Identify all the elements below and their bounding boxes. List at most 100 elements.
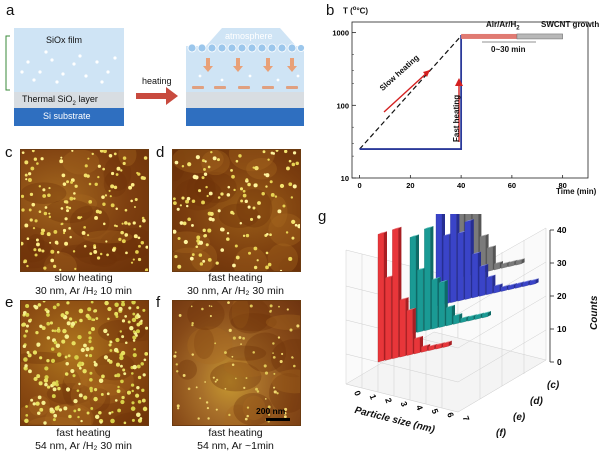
afm-particle xyxy=(252,351,255,354)
afm-particle xyxy=(74,267,77,270)
afm-particle xyxy=(95,209,100,214)
afm-particle xyxy=(263,173,266,176)
afm-particle xyxy=(246,414,249,418)
g-bar-top xyxy=(385,274,395,278)
afm-particle xyxy=(118,237,122,241)
g-bar-side xyxy=(448,340,452,347)
afm-particle xyxy=(33,304,37,308)
g-bar-top xyxy=(482,311,491,314)
afm-particle xyxy=(60,207,64,210)
afm-particle xyxy=(248,251,252,255)
panel-a-schematic xyxy=(5,28,305,126)
g-bar-top xyxy=(500,284,510,288)
afm-particle xyxy=(186,196,191,201)
afm-particle xyxy=(24,364,28,368)
afm-particle xyxy=(131,372,134,375)
afm-particle xyxy=(104,194,108,197)
afm-particle xyxy=(60,222,64,226)
afm-particle xyxy=(191,223,194,227)
afm-particle xyxy=(220,192,224,196)
afm-particle xyxy=(119,355,124,361)
afm-particle xyxy=(212,376,215,379)
afm-texture xyxy=(186,173,216,207)
afm-particle xyxy=(182,221,187,226)
swcnt-growth-bar xyxy=(516,33,563,40)
g-ztick-label: 20 xyxy=(557,291,567,301)
afm-particle xyxy=(46,313,50,317)
afm-texture xyxy=(233,392,273,425)
afm-particle xyxy=(243,386,246,389)
afm-particle xyxy=(113,152,117,156)
panel-label-b: b xyxy=(326,2,335,19)
g-bar-top xyxy=(479,263,489,267)
afm-particle xyxy=(141,216,145,220)
afm-texture xyxy=(246,158,277,180)
afm-particle xyxy=(228,413,231,417)
afm-particle xyxy=(284,407,288,411)
afm-particle xyxy=(253,183,258,188)
afm-particle xyxy=(264,398,267,400)
afm-particle xyxy=(65,310,69,315)
afm-particle xyxy=(110,418,115,424)
afm-particle xyxy=(48,212,51,215)
afm-particle xyxy=(206,194,209,198)
afm-particle xyxy=(216,158,220,162)
afm-particle xyxy=(114,302,119,307)
si-substrate-layer xyxy=(14,108,124,126)
afm-particle xyxy=(279,183,285,189)
afm-particle xyxy=(70,321,76,327)
afm-particle xyxy=(268,413,271,416)
afm-particle xyxy=(232,212,235,215)
afm-particle xyxy=(49,407,54,412)
afm-particle xyxy=(117,385,120,389)
afm-particle xyxy=(135,329,140,334)
afm-particle xyxy=(272,352,274,354)
afm-particle xyxy=(127,222,131,226)
afm-particle xyxy=(255,387,258,391)
afm-particle xyxy=(239,222,243,225)
afm-particle xyxy=(133,347,136,351)
afm-particle xyxy=(133,206,136,209)
afm-particle xyxy=(197,417,200,420)
duration-label: 0~30 min xyxy=(491,45,526,54)
afm-particle xyxy=(176,207,180,211)
afm-particle xyxy=(102,150,107,154)
afm-particle xyxy=(68,227,71,230)
afm-particle xyxy=(207,228,212,233)
afm-particle xyxy=(176,404,180,408)
g-bar-top xyxy=(421,343,431,347)
siox-film-label: SiOx film xyxy=(46,35,82,45)
afm-particle xyxy=(93,362,98,367)
afm-particle xyxy=(39,407,44,412)
afm-texture xyxy=(45,199,93,224)
afm-particle xyxy=(132,339,136,342)
g-bar xyxy=(486,275,493,295)
afm-particle xyxy=(114,311,119,316)
heating-arrow-icon xyxy=(136,87,178,105)
afm-particle xyxy=(46,321,51,326)
afm-particle xyxy=(46,336,51,340)
afm-particle xyxy=(269,180,273,184)
afm-particle xyxy=(214,380,217,383)
afm-particle xyxy=(283,411,287,415)
afm-particle xyxy=(109,195,112,198)
afm-particle xyxy=(273,372,276,375)
afm-particle xyxy=(41,249,45,253)
afm-particle xyxy=(83,244,87,248)
afm-particle xyxy=(65,205,69,209)
slow-heating-arrow-icon xyxy=(383,69,431,113)
afm-particle xyxy=(60,156,63,159)
afm-particle xyxy=(21,151,25,155)
afm-particle xyxy=(62,231,66,235)
afm-particle xyxy=(121,335,125,339)
afm-particle xyxy=(80,347,85,353)
g-depth-label-d: (d) xyxy=(530,396,543,407)
panel-label-c: c xyxy=(5,144,13,161)
afm-particle xyxy=(290,196,294,199)
g-bar-top xyxy=(464,219,474,223)
afm-particle xyxy=(52,418,56,422)
afm-particle xyxy=(87,157,90,160)
afm-particle xyxy=(191,353,195,356)
afm-particle xyxy=(43,421,47,425)
afm-particle xyxy=(61,339,66,344)
